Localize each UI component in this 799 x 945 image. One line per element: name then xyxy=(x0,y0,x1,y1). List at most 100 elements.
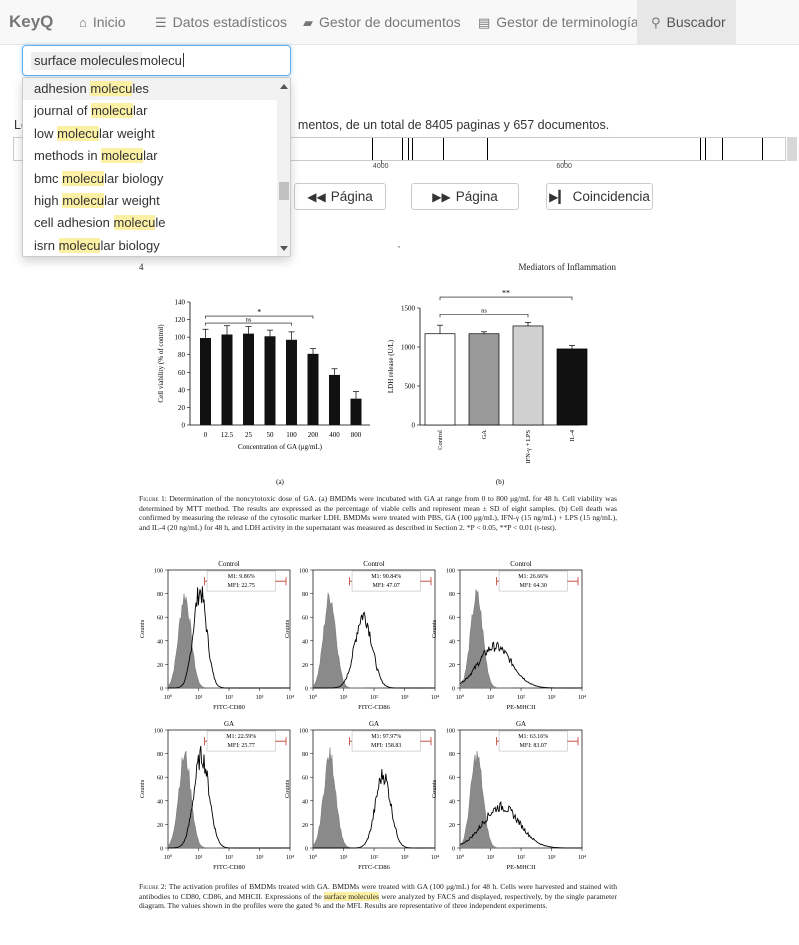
subfigure-label: (a) xyxy=(276,478,284,486)
significance-inner-label: ns xyxy=(481,308,487,315)
page-number: 4 xyxy=(139,262,144,272)
x-tick-label: 10⁴ xyxy=(286,855,294,861)
suggestion-item[interactable]: journal of molecular xyxy=(23,100,277,122)
x-tick-label: 10² xyxy=(517,695,525,701)
suggestion-item[interactable]: methods in molecular xyxy=(23,145,277,167)
suggestion-item[interactable]: isrn molecular biology xyxy=(23,235,277,256)
next-match-label: Coincidencia xyxy=(572,189,650,204)
y-tick-label: 80 xyxy=(302,752,308,758)
timeline-match-marker[interactable] xyxy=(761,138,763,160)
nav-documentos-label: Gestor de documentos xyxy=(319,14,461,30)
search-typed-text[interactable]: molecu xyxy=(140,52,184,70)
histogram-panel: Control 0 20 40 60 80 100 10⁰ 10¹ 10² 10³ 10⁴ FITC-C… xyxy=(139,560,294,711)
y-tick-label: 20 xyxy=(157,663,163,669)
x-tick-label: 10³ xyxy=(401,855,409,861)
nav-gestor-terminologia[interactable]: ▤ Gestor de terminología xyxy=(464,0,653,45)
gate-percent: M1: 9.86% xyxy=(228,574,255,580)
figure-2-text-after: were analyzed by FACS and displayed, res… xyxy=(139,891,617,911)
nav-gestor-documentos[interactable]: ▰ Gestor de documentos xyxy=(289,0,475,45)
timeline-match-marker[interactable] xyxy=(700,138,702,160)
y-axis-label: Cell viability (% of control) xyxy=(157,324,165,403)
timeline-tick xyxy=(380,160,382,164)
y-tick-label: 80 xyxy=(449,592,455,598)
histogram-panel: Control 0 20 40 60 80 100 10⁰ 10¹ 10² 10³ 10⁴ PE-MHC… xyxy=(431,560,586,711)
x-tick-label: 10¹ xyxy=(340,695,348,701)
nav-buscador[interactable]: ⚲ Buscador xyxy=(637,0,736,45)
timeline-scrollbar[interactable] xyxy=(787,137,797,161)
panel-title: Control xyxy=(218,560,239,568)
panel-title: Control xyxy=(363,560,384,568)
x-tick-label: 10² xyxy=(370,695,378,701)
scroll-up-icon[interactable] xyxy=(280,84,288,89)
y-tick-label: 1000 xyxy=(401,344,416,352)
y-tick-label: 0 xyxy=(160,687,163,693)
x-tick-label: 25 xyxy=(245,431,253,439)
suggestion-suffix: lar weight xyxy=(99,125,155,141)
suggestion-suffix: lar weight xyxy=(104,193,160,208)
gate-percent: M1: 63.16% xyxy=(518,734,548,740)
significance-bracket-outer xyxy=(439,296,573,301)
search-token[interactable]: surface molecules xyxy=(31,52,142,70)
scroll-thumb[interactable] xyxy=(279,182,289,200)
document-page: , 4 Mediators of Inflammation 0 20 40 60 80 1… xyxy=(130,240,630,940)
figure-1a-bar-chart: 0 20 40 60 80 100 120 140 0 12.5 25 50 100 200 400 800 *… xyxy=(157,299,370,486)
suggestion-match: molecu xyxy=(101,148,144,164)
scroll-down-icon[interactable] xyxy=(280,246,288,251)
y-tick-label: 0 xyxy=(412,422,416,430)
timeline-match-marker[interactable] xyxy=(704,138,706,160)
timeline-match-marker[interactable] xyxy=(371,138,373,160)
mfi-value: MFI: 158.83 xyxy=(371,743,401,749)
suggestion-suffix: lar biology xyxy=(100,237,160,253)
nav-datos-estadisticos[interactable]: ☰ Datos estadísticos xyxy=(141,0,301,45)
timeline-match-marker[interactable] xyxy=(722,138,724,160)
suggestion-match: molecu xyxy=(91,103,134,119)
suggestion-item[interactable]: low molecular weight xyxy=(23,123,277,145)
suggestion-item[interactable]: adhesion molecules xyxy=(23,78,277,100)
significance-inner-label: ns xyxy=(246,316,252,323)
suggestion-item[interactable]: high molecular weight xyxy=(23,190,277,212)
next-page-button[interactable]: ▶▶ Página xyxy=(411,183,519,210)
stats-box xyxy=(498,730,568,752)
next-match-button[interactable]: ▶▎ Coincidencia xyxy=(546,183,653,210)
x-tick-label: GA xyxy=(481,430,488,440)
y-axis-label: Counts xyxy=(284,779,291,798)
subfigure-label: (b) xyxy=(496,478,505,486)
x-tick-label: 800 xyxy=(351,431,362,439)
figure-1-caption: Figure 1: Determination of the noncytoto… xyxy=(139,494,617,532)
timeline-match-marker[interactable] xyxy=(407,138,409,160)
timeline-match-marker[interactable] xyxy=(402,138,404,160)
dropdown-scrollbar[interactable] xyxy=(277,78,290,256)
figure-2-caption: Figure 2: The activation profiles of BMD… xyxy=(139,882,617,911)
prev-page-button[interactable]: ◀◀ Página xyxy=(294,183,386,210)
suggestion-match: molecu xyxy=(57,125,100,141)
results-text: mentos, de un total de 8405 paginas y 65… xyxy=(297,118,610,132)
nav-inicio[interactable]: ⌂ Inicio xyxy=(65,0,140,45)
autocomplete-dropdown[interactable]: adhesion molecules journal of molecular lo… xyxy=(22,77,291,257)
y-tick-label: 0 xyxy=(452,687,455,693)
suggestion-item[interactable]: cell adhesion molecule xyxy=(23,212,277,234)
y-tick-label: 100 xyxy=(446,729,455,735)
x-tick-label: 10¹ xyxy=(340,855,348,861)
nav-terminologia-label: Gestor de terminología xyxy=(496,14,639,30)
bar xyxy=(468,333,500,426)
y-tick-label: 140 xyxy=(175,299,186,307)
timeline-match-marker[interactable] xyxy=(443,138,445,160)
y-tick-label: 100 xyxy=(446,569,455,575)
x-tick-label: 100 xyxy=(286,431,297,439)
y-tick-label: 40 xyxy=(302,799,308,805)
brand-logo[interactable]: KeyQ xyxy=(9,12,54,31)
x-tick-label: 10¹ xyxy=(487,695,495,701)
isotype-histogram xyxy=(167,593,220,689)
search-input[interactable]: surface molecules molecu xyxy=(22,45,291,76)
suggestion-item[interactable]: bmc molecular biology xyxy=(23,168,277,190)
stats-box xyxy=(206,730,276,752)
y-tick-label: 1500 xyxy=(401,305,416,313)
timeline-match-marker[interactable] xyxy=(487,138,489,160)
stats-box xyxy=(351,570,421,592)
isotype-histogram xyxy=(312,747,365,849)
navbar: KeyQ ⌂ Inicio ☰ Datos estadísticos ▰ Gestor… xyxy=(0,0,799,45)
suggestion-match: molecu xyxy=(58,237,101,253)
timeline-match-marker[interactable] xyxy=(412,138,414,160)
sample-histogram-line xyxy=(313,769,435,849)
isotype-histogram xyxy=(167,750,220,849)
